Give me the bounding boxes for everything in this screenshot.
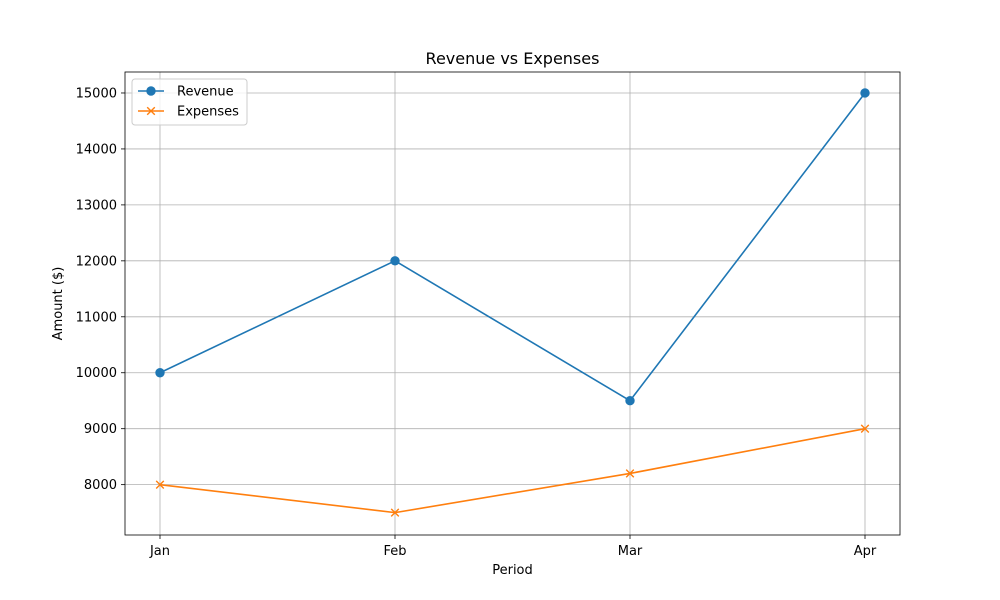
y-axis-ticks: 8000 9000 10000 11000 12000 13000 14000 15000 — [76, 86, 125, 493]
legend-swatch-marker-stroke — [146, 106, 156, 116]
expenses-point-stroke — [390, 508, 400, 517]
x-tick-label: Feb — [383, 544, 406, 559]
expenses-point-stroke — [155, 480, 165, 489]
expenses-point-stroke — [860, 424, 870, 433]
revenue-line — [159, 92, 866, 402]
chart-title: Revenue vs Expenses — [426, 49, 600, 68]
revenue-point — [390, 256, 400, 266]
y-tick-label: 12000 — [76, 254, 117, 269]
x-tick-label: Mar — [618, 544, 643, 559]
plot-area-frame — [124, 71, 901, 536]
legend: Revenue Expenses — [131, 78, 248, 126]
legend-entry-expenses: Expenses — [138, 105, 239, 120]
series-revenue — [155, 88, 870, 406]
legend-label: Expenses — [177, 105, 239, 120]
revenue-point — [860, 88, 870, 98]
expenses-line — [159, 427, 866, 514]
revenue-point — [625, 396, 635, 406]
y-tick-label: 13000 — [76, 198, 117, 213]
y-tick-label: 11000 — [76, 310, 117, 325]
expenses-point-stroke — [625, 469, 635, 478]
legend-swatch-marker — [146, 86, 156, 96]
legend-swatch-marker — [146, 106, 156, 116]
y-tick-label: 8000 — [84, 478, 117, 493]
y-tick-label: 10000 — [76, 366, 117, 381]
x-tick-label: Apr — [854, 544, 877, 559]
x-axis-ticks: Jan Feb Mar Apr — [149, 535, 877, 559]
series-expenses — [155, 424, 870, 517]
y-tick-label: 14000 — [76, 142, 117, 157]
x-tick-label: Jan — [149, 544, 170, 559]
legend-entries: Revenue Expenses — [138, 85, 239, 120]
x-axis-label: Period — [492, 563, 533, 578]
legend-label: Revenue — [177, 85, 234, 100]
y-tick-label: 9000 — [84, 422, 117, 437]
series-layer — [155, 88, 870, 517]
y-axis-label: Amount ($) — [51, 267, 66, 341]
expenses-point — [625, 469, 635, 478]
expenses-point — [860, 424, 870, 433]
grid — [125, 72, 900, 535]
revenue-point — [155, 368, 165, 378]
expenses-point — [390, 508, 400, 517]
y-tick-label: 15000 — [76, 86, 117, 101]
expenses-point — [155, 480, 165, 489]
legend-entry-revenue: Revenue — [138, 85, 234, 100]
